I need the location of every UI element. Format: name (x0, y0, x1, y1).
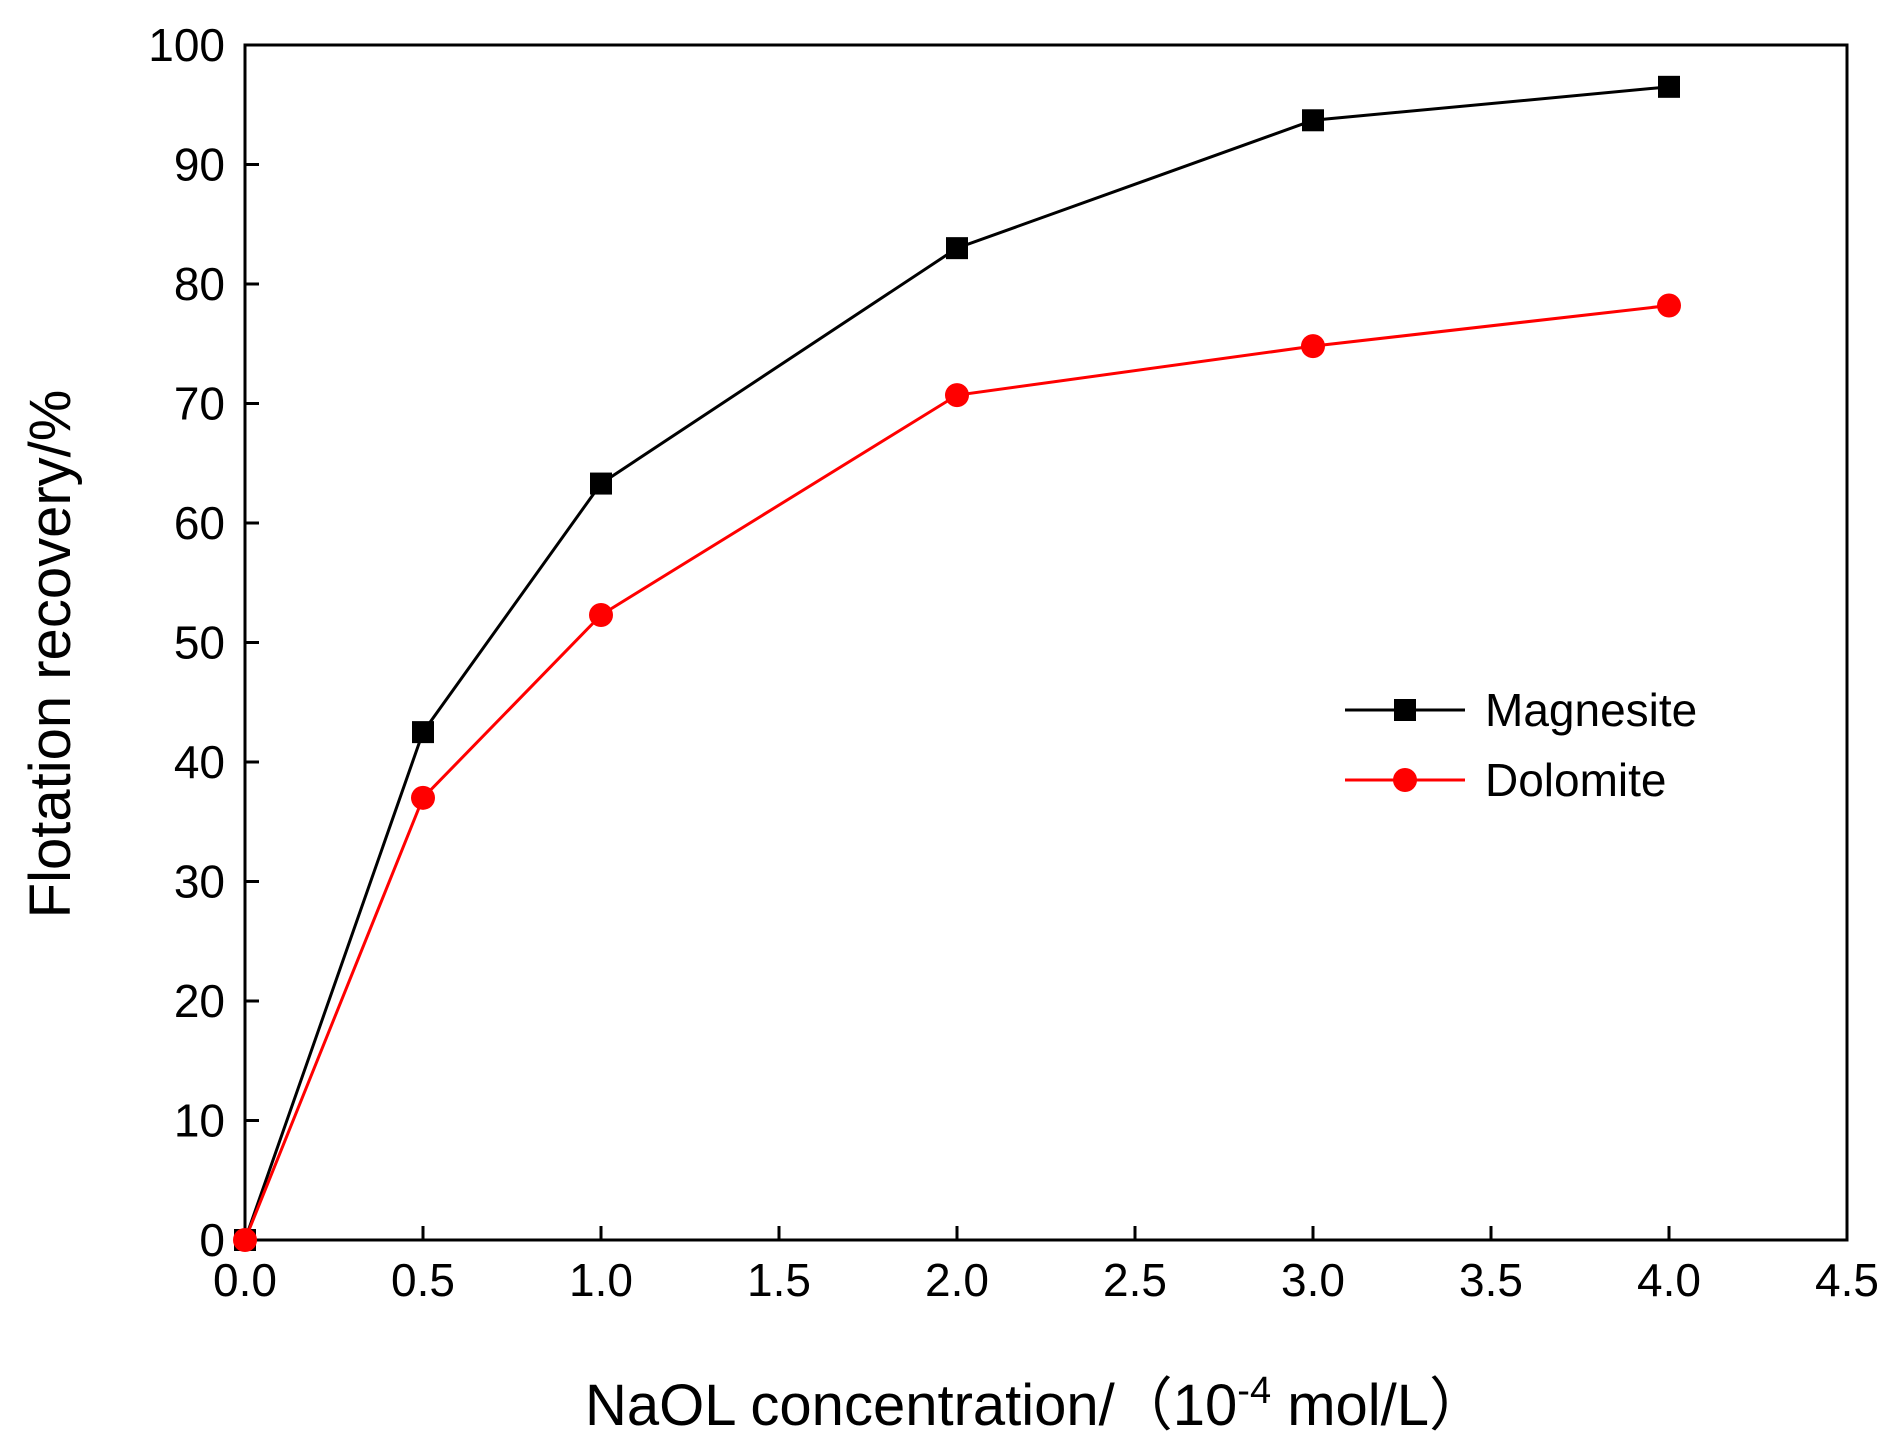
dolomite-point (411, 785, 435, 810)
magnesite-point (412, 721, 434, 744)
x-tick-label: 2.5 (1103, 1254, 1167, 1306)
dolomite-point (233, 1228, 257, 1252)
magnesite-line (243, 85, 1670, 1241)
y-tick-label: 0 (199, 1214, 225, 1266)
y-tick-label: 80 (174, 258, 225, 310)
magnesite-point (1302, 109, 1324, 132)
x-axis-title-superscript: -4 (1237, 1370, 1271, 1412)
y-tick-label: 30 (174, 856, 225, 908)
x-tick-label: 3.5 (1459, 1254, 1523, 1306)
dolomite-point (945, 383, 969, 408)
y-tick-label: 70 (174, 378, 225, 430)
plot-frame (243, 43, 1849, 1242)
x-tick-label: 0.5 (391, 1254, 455, 1306)
x-tick-label: 1.0 (569, 1254, 633, 1306)
dolomite-line (243, 304, 1670, 1241)
y-tick-label: 40 (174, 736, 225, 788)
y-tick-label: 50 (174, 617, 225, 669)
legend: Magnesite Dolomite (1345, 684, 1697, 806)
y-tick-label: 20 (174, 975, 225, 1027)
magnesite-point (590, 472, 612, 495)
dolomite-point (589, 603, 613, 628)
y-axis-title: Flotation recovery/% (18, 390, 83, 919)
axes: 0.0 0.5 1.0 1.5 2.0 2.5 3.0 3.5 4.0 4.5 0 10 20 30 40 5… (148, 19, 1879, 1306)
y-tick-label: 90 (174, 139, 225, 191)
x-tick-label: 0.0 (213, 1254, 277, 1306)
x-tick-label: 1.5 (747, 1254, 811, 1306)
magnesite-point (946, 237, 968, 260)
dolomite-point (1301, 334, 1325, 359)
series-layer (233, 75, 1681, 1252)
y-tick-label: 10 (174, 1095, 225, 1147)
x-tick-label: 2.0 (925, 1254, 989, 1306)
legend-magnesite-label: Magnesite (1485, 684, 1697, 736)
legend-dolomite-marker (1393, 768, 1417, 792)
x-tick-label: 3.0 (1281, 1254, 1345, 1306)
x-tick-label: 4.5 (1815, 1254, 1879, 1306)
y-tick-label: 100 (148, 19, 225, 71)
x-axis-title: NaOL concentration/（10-4 mol/L） (585, 1370, 1487, 1438)
magnesite-point (1658, 75, 1680, 98)
dolomite-point (1657, 293, 1681, 318)
y-tick-label: 60 (174, 497, 225, 549)
legend-dolomite-label: Dolomite (1485, 754, 1667, 806)
x-tick-label: 4.0 (1637, 1254, 1701, 1306)
legend-magnesite-marker (1394, 699, 1416, 721)
